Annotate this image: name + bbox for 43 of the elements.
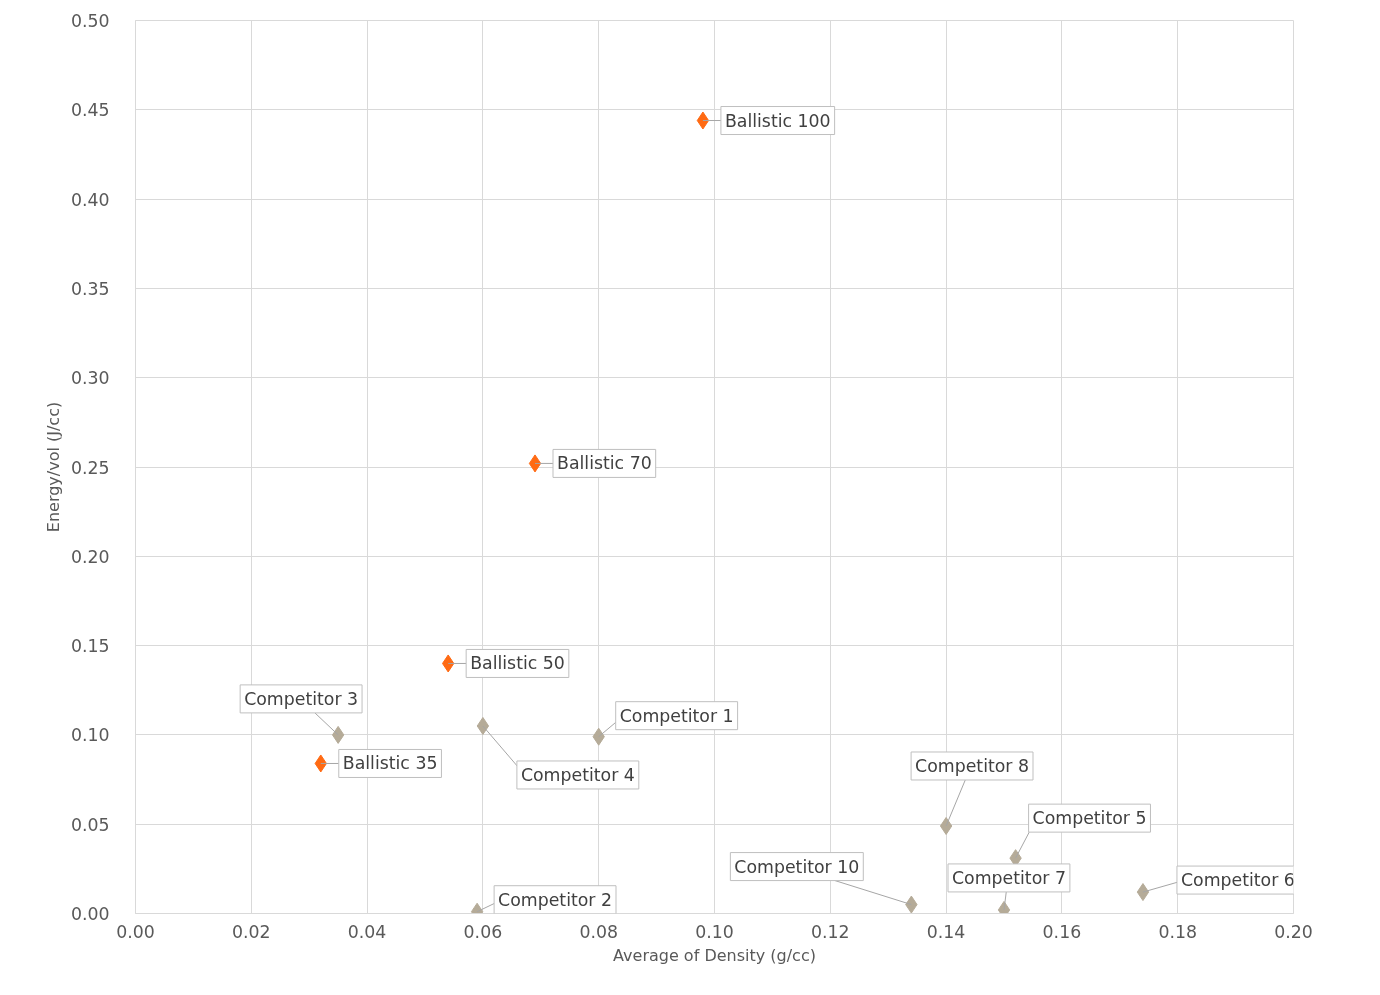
y-axis-title: Energy/vol (J/cc)	[43, 401, 63, 533]
point	[476, 716, 490, 735]
annotation: Competitor 8	[915, 755, 1030, 776]
annotation: Competitor 6	[1180, 870, 1295, 891]
x-tick-label: 0.20	[1274, 921, 1313, 942]
x-tick-label: 0.02	[232, 921, 271, 942]
x-tick-label: 0.06	[463, 921, 503, 942]
y-tick-label: 0.20	[70, 546, 110, 567]
x-tick-label: 0.04	[347, 921, 387, 942]
annotation: Competitor 1	[619, 705, 734, 726]
x-tick-label: 0.18	[1158, 921, 1197, 942]
y-tick-label: 0.10	[70, 725, 110, 746]
x-tick-label: 0.10	[695, 921, 734, 942]
annotation: Ballistic 35	[342, 753, 438, 774]
x-axis-title: Average of Density (g/cc)	[613, 945, 816, 965]
point	[441, 654, 455, 673]
x-tick-label: 0.12	[811, 921, 850, 942]
annotation: Ballistic 70	[557, 453, 652, 474]
point	[528, 454, 542, 473]
annotation: Competitor 7	[952, 867, 1066, 888]
y-tick-label: 0.00	[70, 904, 110, 924]
point	[939, 816, 953, 835]
y-tick-label: 0.50	[70, 11, 110, 31]
y-tick-label: 0.45	[70, 100, 110, 121]
point	[1136, 883, 1150, 902]
annotation: Ballistic 50	[470, 653, 565, 674]
y-tick-label: 0.25	[70, 457, 110, 478]
point	[331, 725, 345, 744]
annotation: Competitor 10	[734, 856, 860, 877]
annotation: Competitor 4	[520, 764, 635, 785]
x-tick-label: 0.08	[579, 921, 618, 942]
y-tick-label: 0.40	[70, 189, 110, 210]
y-tick-label: 0.05	[70, 814, 110, 835]
annotation: Ballistic 100	[724, 110, 831, 131]
annotation: Competitor 5	[1032, 808, 1147, 829]
annotation: Competitor 3	[244, 688, 359, 709]
x-tick-label: 0.14	[926, 921, 966, 942]
x-tick-label: 0.00	[116, 921, 155, 942]
y-tick-label: 0.35	[70, 278, 110, 299]
x-tick-label: 0.16	[1042, 921, 1082, 942]
y-tick-label: 0.30	[70, 368, 110, 389]
y-tick-label: 0.15	[70, 636, 110, 657]
annotation: Competitor 2	[498, 889, 613, 910]
